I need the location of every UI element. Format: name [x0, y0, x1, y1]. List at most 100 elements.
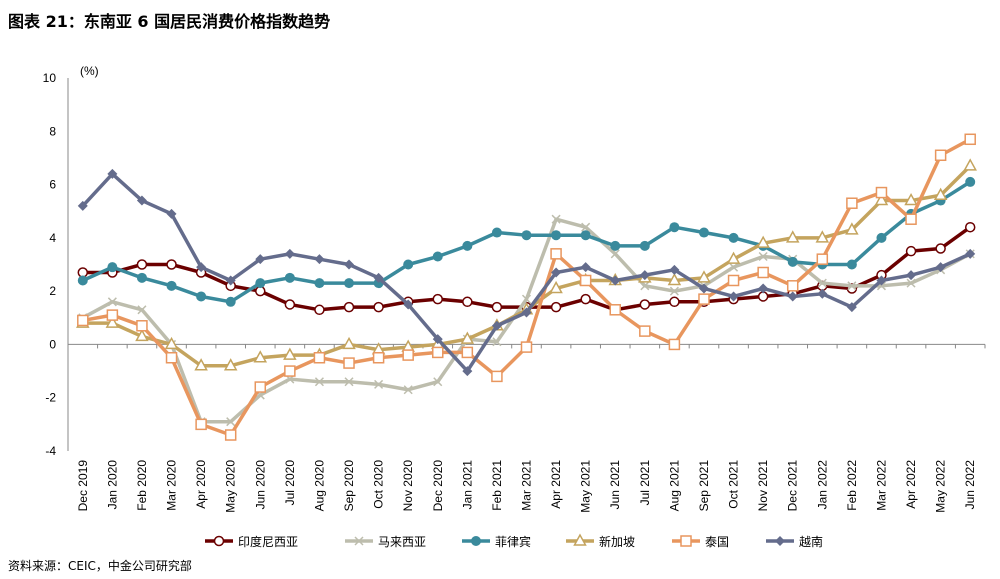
data-point — [213, 535, 225, 547]
data-point — [403, 299, 414, 310]
data-point — [164, 336, 179, 350]
data-point — [639, 240, 650, 251]
data-point — [757, 266, 769, 279]
data-point — [105, 315, 120, 328]
y-tick-label: 10 — [43, 71, 57, 85]
legend-label: 新加坡 — [599, 534, 635, 549]
data-point — [905, 245, 917, 257]
data-point — [226, 417, 236, 427]
data-point — [284, 272, 295, 283]
data-point — [284, 248, 295, 259]
data-point — [610, 240, 621, 251]
data-point — [964, 221, 976, 233]
x-tick-label: Oct 2020 — [372, 460, 386, 509]
data-point — [579, 274, 592, 287]
data-point — [933, 187, 948, 200]
x-tick-label: Aug 2020 — [312, 460, 326, 512]
x-tick-label: Jul 2020 — [283, 460, 297, 506]
data-point — [344, 377, 354, 387]
data-point — [521, 294, 532, 304]
data-point — [698, 293, 710, 305]
data-point — [461, 346, 474, 359]
x-tick-label: Jun 2021 — [608, 460, 622, 510]
data-point — [610, 275, 621, 286]
series-line — [81, 217, 972, 424]
data-point — [787, 291, 798, 302]
x-tick-label: Mar 2020 — [165, 460, 179, 511]
x-tick-label: Dec 2021 — [786, 460, 800, 512]
data-point — [432, 334, 443, 345]
data-point — [580, 230, 591, 241]
data-point — [491, 320, 502, 331]
data-point — [313, 352, 326, 364]
x-tick-label: May 2022 — [934, 460, 948, 513]
data-point — [787, 256, 798, 267]
data-point — [372, 352, 385, 364]
data-point — [462, 296, 473, 308]
data-point — [196, 262, 207, 273]
x-tick-label: Jul 2021 — [638, 460, 652, 506]
x-tick-label: May 2020 — [224, 460, 238, 513]
y-tick-label: -2 — [45, 391, 56, 405]
data-point — [255, 278, 266, 289]
data-point — [775, 536, 785, 546]
legend-label: 越南 — [799, 534, 823, 549]
data-point — [283, 347, 297, 360]
data-point — [107, 168, 118, 179]
data-point — [846, 302, 857, 313]
data-point — [137, 305, 147, 315]
data-point — [727, 274, 740, 287]
data-point — [785, 230, 800, 243]
data-point — [284, 299, 296, 310]
x-tick-label: Jan 2022 — [815, 460, 829, 510]
data-point — [284, 365, 296, 377]
data-point — [77, 200, 88, 211]
source-note: 资料来源：CEIC，中金公司研究部 — [8, 559, 192, 573]
x-tick-label: Aug 2021 — [667, 460, 681, 512]
x-tick-label: Sep 2020 — [342, 460, 356, 512]
data-point — [491, 227, 502, 238]
data-point — [314, 278, 325, 289]
legend-label: 菲律宾 — [495, 534, 531, 549]
chart-title: 图表 21：东南亚 6 国居民消费价格指数趋势 — [8, 12, 331, 31]
x-tick-label: Mar 2021 — [520, 460, 534, 511]
data-point — [758, 251, 768, 262]
data-point — [729, 262, 739, 272]
legend-label: 印度尼西亚 — [238, 534, 298, 549]
x-tick-label: Nov 2020 — [401, 460, 415, 512]
x-tick-label: Apr 2022 — [904, 460, 918, 509]
data-point — [876, 275, 887, 286]
data-point — [520, 341, 533, 353]
data-point — [610, 249, 620, 259]
x-tick-label: Nov 2021 — [756, 460, 770, 512]
data-point — [934, 149, 947, 162]
data-point — [669, 296, 680, 308]
data-point — [225, 296, 236, 307]
data-point — [875, 186, 888, 199]
data-point — [846, 197, 858, 209]
x-tick-label: Dec 2019 — [76, 460, 90, 512]
data-point — [965, 176, 976, 187]
data-point — [698, 283, 709, 294]
data-point — [491, 301, 503, 313]
x-tick-label: Mar 2022 — [874, 460, 888, 511]
data-point — [135, 328, 149, 342]
data-point — [343, 357, 355, 369]
data-point — [963, 158, 977, 171]
data-point — [521, 230, 532, 241]
data-point — [668, 338, 681, 351]
data-point — [106, 309, 119, 321]
data-point — [225, 275, 236, 286]
legend-item: 新加坡 — [566, 533, 635, 549]
data-point — [904, 193, 918, 206]
x-tick-label: Feb 2022 — [845, 460, 859, 511]
data-point — [639, 299, 651, 310]
y-tick-label: 6 — [49, 178, 56, 192]
data-point — [549, 280, 563, 294]
x-tick-label: Apr 2020 — [194, 460, 208, 509]
data-point — [166, 280, 177, 291]
data-point — [845, 222, 859, 235]
data-point — [432, 251, 443, 262]
data-point — [580, 293, 591, 305]
data-point — [521, 307, 532, 318]
